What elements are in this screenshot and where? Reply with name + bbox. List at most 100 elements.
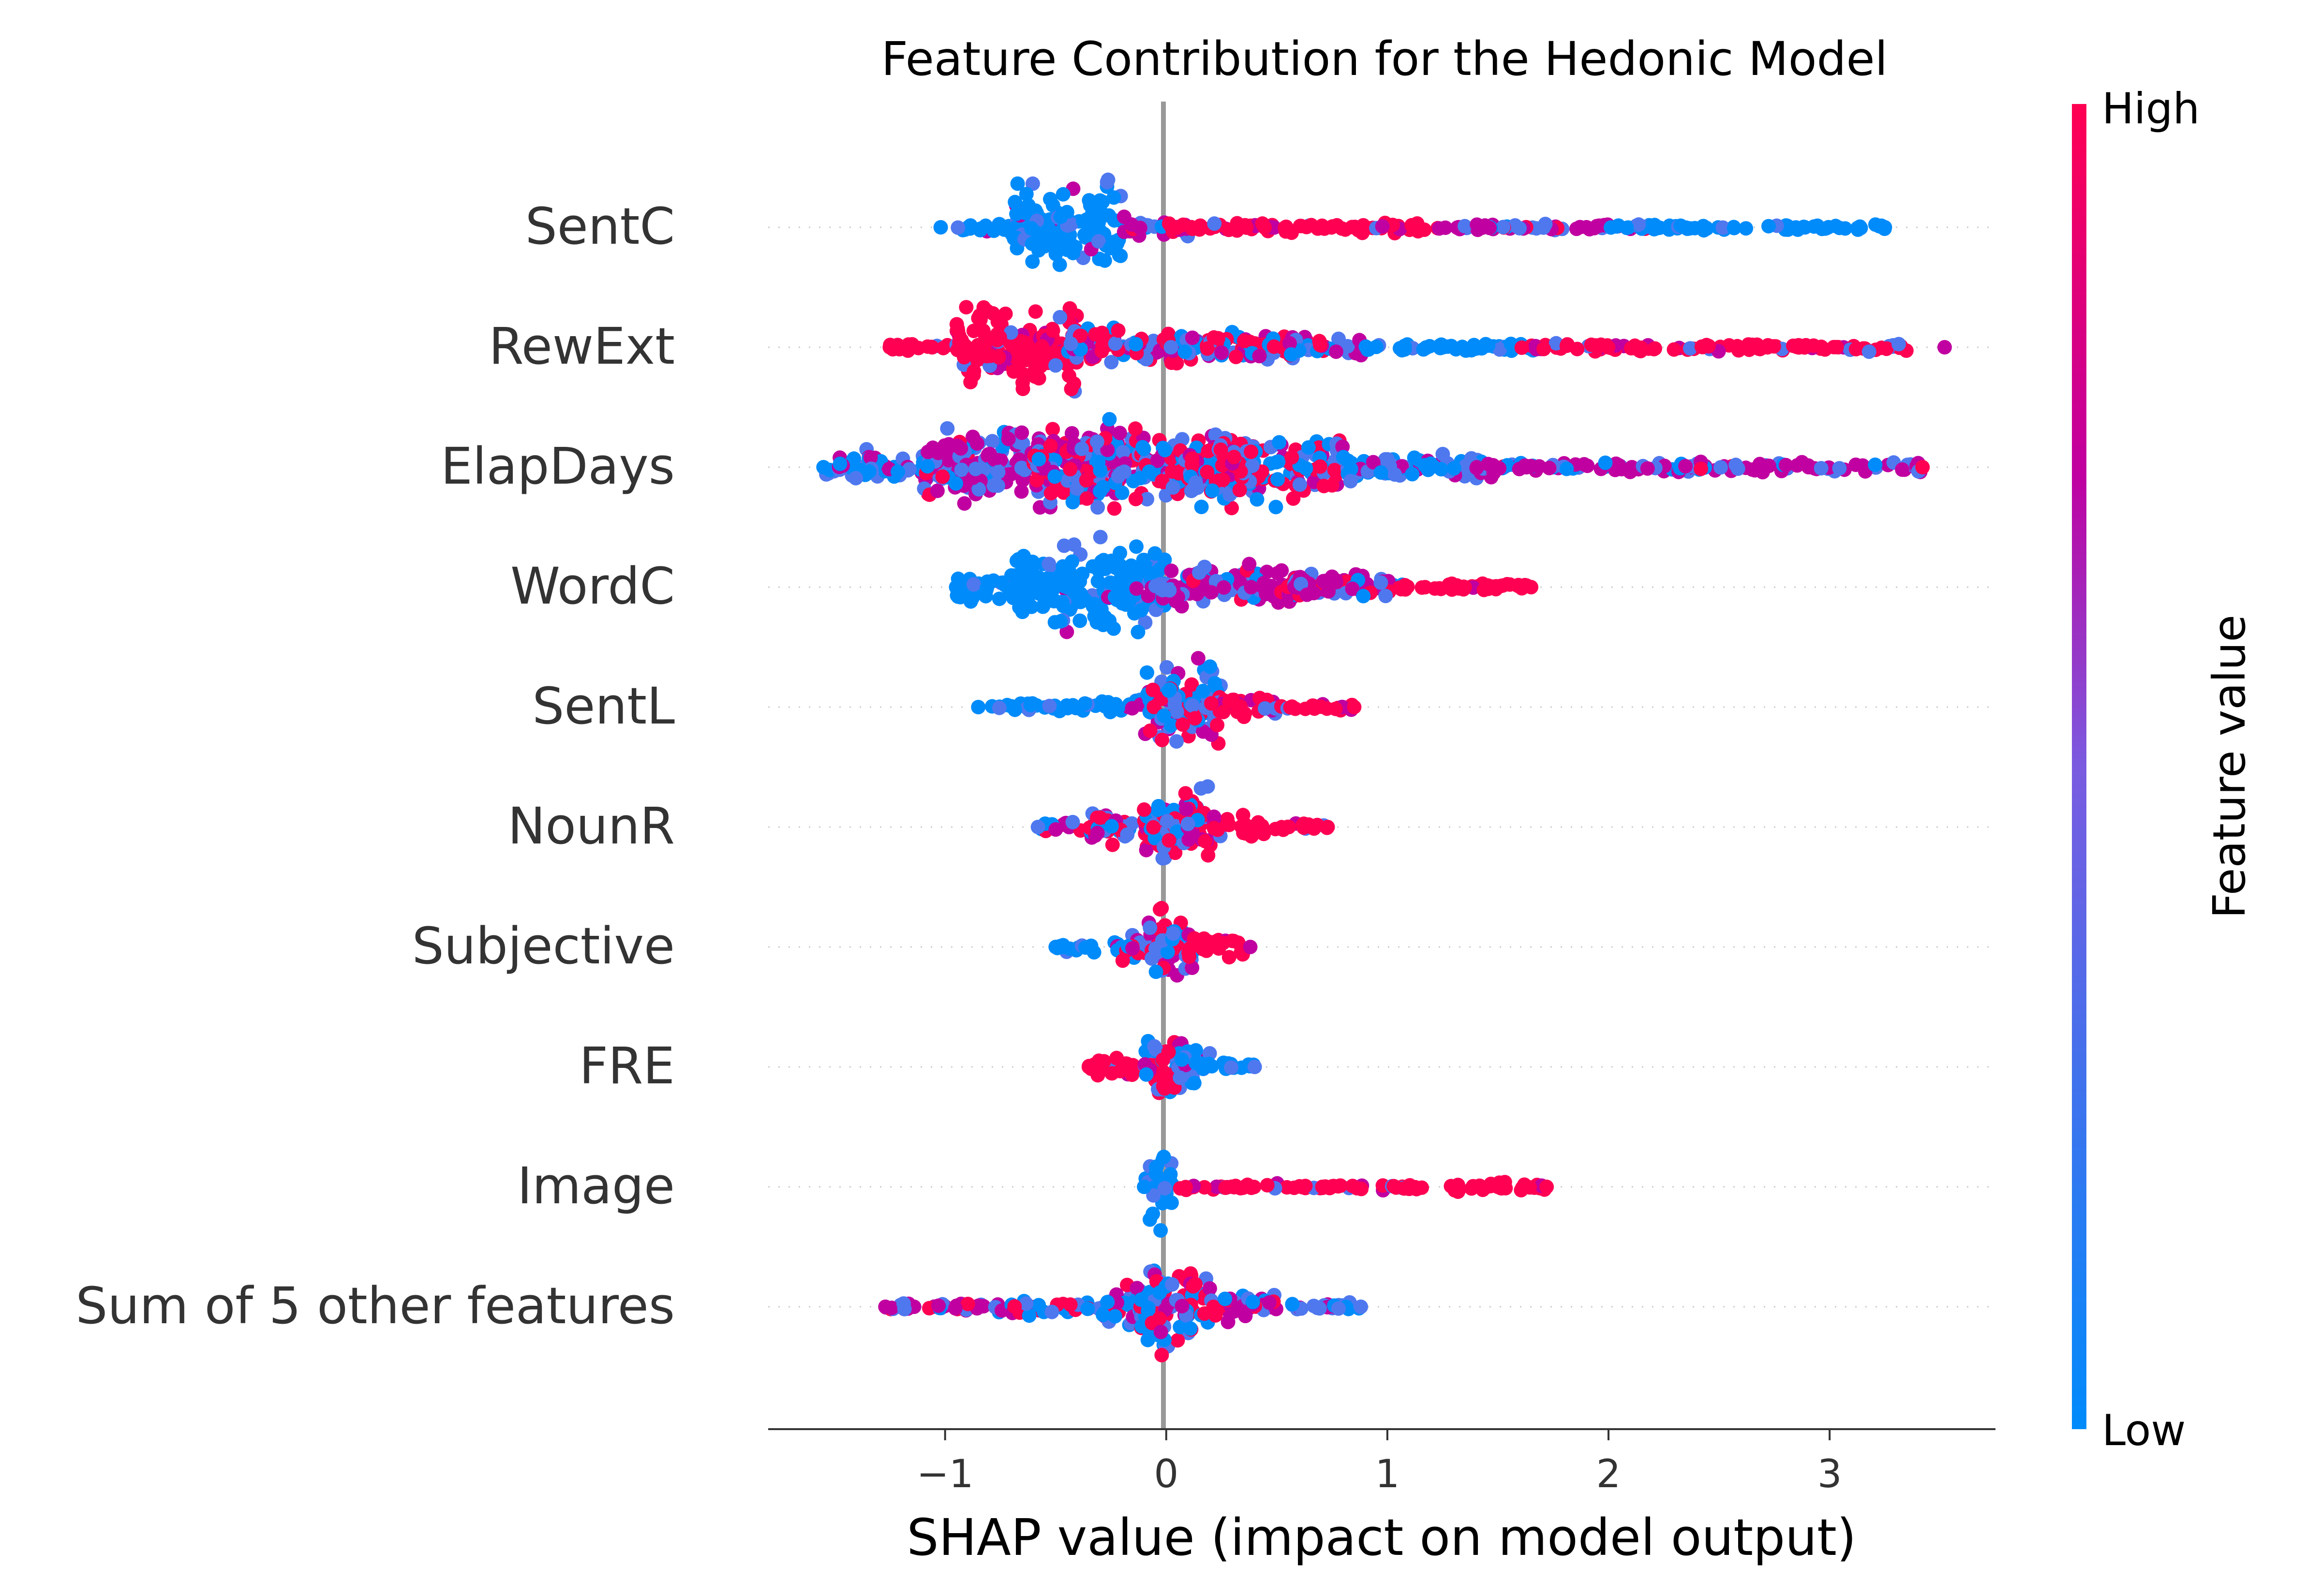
shap-point (1022, 1308, 1037, 1323)
shap-point (1195, 941, 1210, 956)
shap-point (1331, 1301, 1346, 1316)
shap-point (1394, 582, 1409, 596)
shap-point (1242, 557, 1257, 572)
colorbar-title: Feature value (2203, 615, 2255, 918)
shap-point (1153, 1325, 1168, 1339)
shap-point (1354, 1300, 1369, 1314)
shap-point (1169, 704, 1184, 719)
shap-point (1100, 443, 1115, 458)
shap-point (1331, 1179, 1346, 1194)
shap-point (1799, 339, 1814, 354)
points-layer (816, 172, 1952, 1362)
shap-point (1100, 175, 1115, 190)
shap-point (991, 465, 1006, 480)
shap-point (1409, 1182, 1424, 1197)
shap-point (1028, 304, 1043, 319)
shap-point (1053, 614, 1068, 629)
shap-point (1270, 566, 1285, 581)
shap-point (1559, 338, 1574, 353)
shap-point (1321, 584, 1336, 599)
shap-point (1102, 613, 1117, 628)
shap-point (1283, 700, 1298, 715)
shap-point (1128, 491, 1143, 506)
shap-point (1778, 458, 1793, 473)
shap-point (1601, 340, 1616, 355)
shap-point (1185, 451, 1200, 466)
shap-point (1173, 1070, 1188, 1085)
shap-point (1647, 220, 1662, 235)
shap-point (1037, 239, 1052, 254)
shap-point (1143, 724, 1158, 738)
shap-point (1539, 1180, 1554, 1194)
shap-point (1087, 597, 1101, 612)
shap-point (1683, 341, 1697, 356)
shap-point (1375, 219, 1390, 234)
shap-point (1115, 485, 1130, 500)
shap-point (1518, 458, 1533, 473)
shap-point (1115, 953, 1130, 968)
shap-point (1175, 717, 1190, 732)
shap-point (1694, 339, 1709, 354)
shap-point (940, 421, 955, 436)
shap-point (1113, 1064, 1128, 1079)
shap-point (1228, 350, 1243, 364)
shap-point (1242, 824, 1256, 839)
shap-point (1016, 548, 1031, 563)
shap-point (1161, 1045, 1176, 1060)
shap-point (1619, 221, 1634, 236)
shap-point (1258, 701, 1272, 716)
shap-point (1231, 935, 1246, 950)
shap-point (1092, 251, 1107, 266)
shap-point (1171, 466, 1186, 481)
shap-point (1053, 233, 1068, 248)
shap-point (1135, 440, 1150, 455)
x-tick-label: 1 (1375, 1451, 1399, 1496)
feature-label: Image (517, 1156, 675, 1215)
feature-label: Subjective (412, 916, 675, 975)
shap-point (1090, 826, 1105, 841)
shap-point (1183, 1321, 1198, 1336)
shap-point (1062, 301, 1077, 316)
shap-point (1189, 1043, 1203, 1058)
shap-point (1142, 464, 1157, 479)
shap-point (1169, 734, 1184, 749)
feature-label: NounR (507, 797, 675, 856)
shap-point (1313, 459, 1327, 474)
shap-point (891, 464, 905, 479)
shap-point (998, 306, 1013, 321)
shap-point (1020, 598, 1035, 613)
shap-point (901, 337, 916, 352)
shap-point (1137, 802, 1152, 817)
shap-point (1143, 920, 1158, 935)
shap-point (1106, 190, 1121, 205)
shap-point (1146, 820, 1161, 835)
shap-point (1598, 455, 1613, 470)
shap-point (1140, 665, 1154, 680)
shap-point (1204, 696, 1219, 711)
shap-point (1104, 355, 1119, 369)
shap-point (949, 580, 964, 594)
shap-point (1024, 562, 1039, 577)
shap-point (1185, 961, 1200, 975)
shap-point (1761, 219, 1776, 234)
shap-point (1015, 436, 1030, 451)
shap-point (1810, 218, 1825, 233)
shap-point (1012, 355, 1027, 370)
shap-point (1260, 1178, 1275, 1193)
shap-point (1233, 699, 1248, 714)
shap-point (1097, 1054, 1112, 1069)
shap-point (1156, 1150, 1171, 1165)
shap-point (1155, 733, 1170, 747)
shap-point (1116, 445, 1131, 460)
shap-point (992, 591, 1007, 606)
shap-point (1148, 1042, 1163, 1057)
x-tick-label: 0 (1154, 1451, 1178, 1496)
shap-point (1315, 218, 1329, 233)
shap-point (1122, 594, 1136, 609)
shap-point (878, 1300, 893, 1314)
shap-point (1405, 467, 1420, 482)
shap-point (1272, 435, 1287, 450)
shap-point (1180, 816, 1195, 831)
shap-point (1048, 578, 1063, 593)
shap-point (1340, 339, 1355, 354)
